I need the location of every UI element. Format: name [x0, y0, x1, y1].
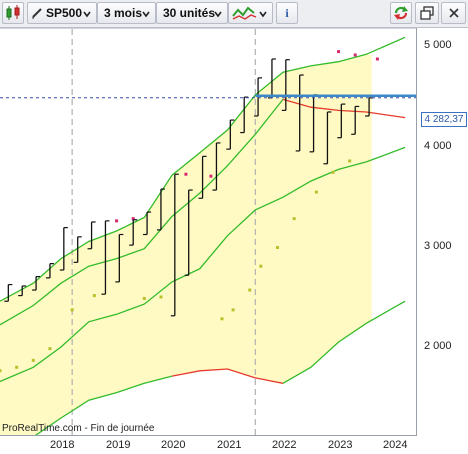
period-label: 3 mois [104, 6, 143, 20]
toolbar: SP500 3 mois 30 unités i [0, 0, 468, 28]
dot-lower [92, 294, 96, 298]
dot-lower [15, 365, 19, 369]
units-label: 30 unités [163, 6, 216, 20]
dot-lower [259, 264, 263, 268]
refresh-icon [394, 6, 408, 20]
x-tick-2020: 2020 [161, 439, 186, 451]
dot-lower [348, 159, 352, 163]
dot-lower [248, 288, 252, 292]
band-upper-line [0, 36, 406, 302]
chevron-down-icon [259, 11, 267, 18]
restore-window-icon [420, 6, 434, 20]
dot-upper [209, 174, 213, 178]
y-tick-5000: 5 000 [424, 39, 452, 51]
info-button[interactable]: i [276, 2, 298, 24]
y-tick-4000: 4 000 [424, 140, 452, 152]
band-middle-line [0, 98, 284, 326]
x-tick-2021: 2021 [217, 439, 242, 451]
dot-lower [231, 308, 235, 312]
candlestick-icon [6, 5, 20, 20]
dot-upper [115, 219, 119, 223]
y-tick-3000: 3 000 [424, 240, 452, 252]
dot-upper [375, 57, 379, 61]
close-icon [448, 8, 459, 18]
dot-upper [184, 172, 188, 176]
units-select[interactable]: 30 unités [156, 2, 228, 24]
y-tick-2000: 2 000 [424, 340, 452, 352]
restore-window-button[interactable] [415, 2, 439, 24]
refresh-button[interactable] [390, 2, 412, 24]
price-chart[interactable] [0, 28, 417, 436]
band-lower-line [33, 375, 173, 436]
x-tick-2023: 2023 [328, 439, 353, 451]
band-lower-line [282, 300, 406, 384]
band-fill [0, 54, 372, 436]
x-tick-2022: 2022 [272, 439, 297, 451]
x-tick-2024: 2024 [383, 439, 408, 451]
chevron-down-icon [83, 11, 91, 18]
dot-upper [337, 50, 341, 54]
period-select[interactable]: 3 mois [97, 2, 156, 24]
close-button[interactable] [441, 2, 466, 24]
dot-lower [70, 308, 74, 312]
chart-footer: ProRealTime.com - Fin de journée [2, 423, 155, 434]
band-middle-line-red [282, 98, 406, 119]
instrument-select[interactable]: SP500 [27, 2, 97, 24]
x-tick-2019: 2019 [106, 439, 131, 451]
x-tick-2018: 2018 [50, 439, 75, 451]
current-price-tag: 4 282,37 [421, 112, 467, 127]
chart-frame [416, 28, 417, 436]
dot-lower [0, 369, 2, 373]
dot-lower [159, 295, 163, 299]
dot-upper [353, 53, 357, 57]
dot-lower [31, 358, 35, 362]
dot-upper [131, 217, 135, 221]
dot-lower [331, 170, 335, 174]
edit-pencil-icon [32, 8, 42, 19]
info-icon: i [285, 5, 289, 20]
x-axis [0, 435, 417, 454]
dot-lower [48, 347, 52, 351]
instrument-label: SP500 [46, 6, 83, 20]
chart-style-icon [232, 6, 257, 20]
band-lower-mid-line [0, 146, 406, 383]
indicators-select[interactable] [228, 2, 273, 24]
dot-lower [314, 190, 318, 194]
dot-lower [142, 296, 146, 300]
dot-lower [292, 217, 296, 221]
chart-type-button[interactable] [2, 2, 24, 24]
dot-lower [276, 246, 279, 250]
chevron-down-icon [214, 11, 222, 18]
band-lower-line-red [171, 368, 284, 384]
dot-lower [220, 317, 224, 321]
chevron-down-icon [142, 11, 150, 18]
